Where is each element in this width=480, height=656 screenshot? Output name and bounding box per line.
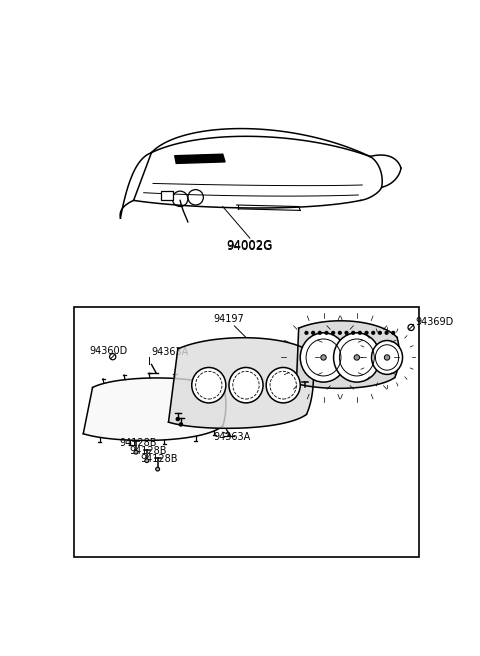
Circle shape: [180, 423, 182, 426]
Circle shape: [109, 354, 116, 359]
Circle shape: [392, 331, 395, 334]
Text: 94128B: 94128B: [141, 455, 178, 464]
Circle shape: [354, 355, 360, 360]
Ellipse shape: [229, 367, 263, 403]
Ellipse shape: [300, 333, 347, 382]
Polygon shape: [168, 338, 313, 428]
Ellipse shape: [266, 367, 300, 403]
Circle shape: [345, 331, 348, 334]
Text: 94128B: 94128B: [130, 446, 167, 456]
Text: 94002G: 94002G: [227, 239, 273, 253]
Circle shape: [359, 331, 361, 334]
Circle shape: [352, 331, 355, 334]
Circle shape: [379, 331, 381, 334]
Circle shape: [176, 417, 180, 420]
Text: 94363A: 94363A: [152, 346, 189, 357]
Circle shape: [325, 331, 328, 334]
Circle shape: [338, 331, 341, 334]
Ellipse shape: [334, 333, 380, 382]
Circle shape: [321, 355, 326, 360]
Polygon shape: [175, 154, 225, 163]
Text: 94197: 94197: [214, 314, 244, 324]
Polygon shape: [83, 378, 226, 440]
Circle shape: [305, 331, 308, 334]
Circle shape: [408, 324, 414, 331]
Text: 94369D: 94369D: [415, 317, 453, 327]
Ellipse shape: [372, 340, 403, 375]
Circle shape: [134, 450, 138, 454]
Text: 94360D: 94360D: [89, 346, 128, 356]
Circle shape: [384, 355, 390, 360]
FancyBboxPatch shape: [161, 191, 173, 200]
Polygon shape: [296, 321, 399, 388]
Ellipse shape: [192, 367, 226, 403]
Circle shape: [145, 459, 149, 462]
Circle shape: [365, 331, 368, 334]
Circle shape: [156, 467, 159, 471]
Circle shape: [332, 331, 335, 334]
Text: 94363A: 94363A: [214, 432, 251, 442]
Circle shape: [318, 331, 321, 334]
Circle shape: [312, 331, 314, 334]
Text: 94002G: 94002G: [227, 239, 273, 252]
FancyBboxPatch shape: [74, 306, 419, 557]
Circle shape: [385, 331, 388, 334]
Circle shape: [372, 331, 374, 334]
Text: 94128B: 94128B: [119, 438, 156, 447]
